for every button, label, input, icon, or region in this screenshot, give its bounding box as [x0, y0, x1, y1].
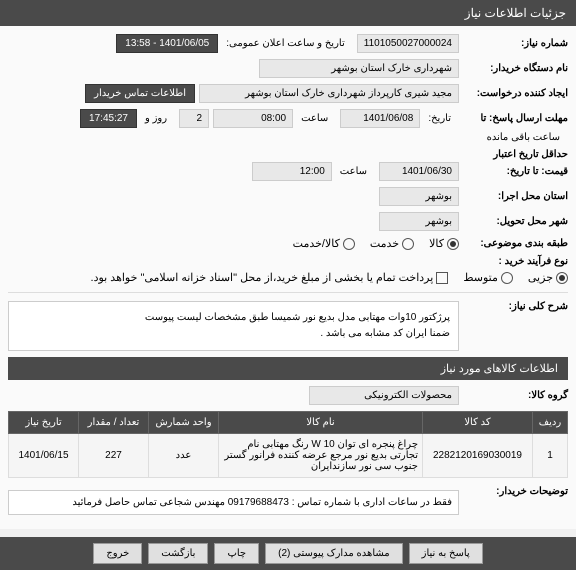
contact-info-button[interactable]: اطلاعات تماس خریدار — [85, 84, 195, 103]
cell-name: چراغ پنجره ای توان W 10 رنگ مهتابی نام ت… — [219, 434, 423, 478]
reply-button[interactable]: پاسخ به نیاز — [409, 543, 483, 564]
remain-label: ساعت باقی مانده — [487, 132, 560, 143]
cell-code: 2282120169030019 — [423, 434, 533, 478]
col-date: تاریخ نیاز — [9, 412, 79, 434]
page-header: جزئیات اطلاعات نیاز — [0, 0, 576, 26]
deadline-label2: تاریخ: — [428, 113, 451, 124]
remain-time: 17:45:27 — [80, 109, 137, 128]
class-label: طبقه بندی موضوعی: — [463, 238, 568, 249]
need-no-value: 1101050027000024 — [357, 34, 459, 53]
proc-note-label: پرداخت تمام یا بخشی از مبلغ خرید،از محل … — [91, 271, 434, 284]
exit-button[interactable]: خروج — [93, 543, 142, 564]
back-button[interactable]: بازگشت — [148, 543, 208, 564]
deliver-value: بوشهر — [379, 212, 459, 231]
separator — [8, 292, 568, 293]
deliver-label: شهر محل تحویل: — [463, 216, 568, 227]
buyer-notes-label: توضیحات خریدار: — [463, 486, 568, 497]
print-button[interactable]: چاپ — [214, 543, 259, 564]
valid-label2: قیمت: تا تاریخ: — [463, 166, 568, 177]
buyer-label: نام دستگاه خریدار: — [463, 63, 568, 74]
col-code: کد کالا — [423, 412, 533, 434]
days-value: 2 — [179, 109, 209, 128]
docs-button[interactable]: مشاهده مدارک پیوستی (2) — [265, 543, 403, 564]
group-label: گروه کالا: — [463, 390, 568, 401]
proc-small-label: جزیی — [528, 271, 553, 284]
requester-value: مجید شیری کارپرداز شهرداری خارک استان بو… — [199, 84, 459, 103]
class-both-label: کالا/خدمت — [293, 237, 340, 250]
days-label: روز و — [145, 113, 167, 124]
proc-note-checkbox[interactable] — [436, 272, 448, 284]
buyer-notes-text: فقط در ساعات اداری با شماره تماس : 09179… — [8, 490, 459, 515]
buyer-value: شهرداری خارک استان بوشهر — [259, 59, 459, 78]
desc-text: پرژکتور 10وات مهتابی مدل بدیع نور شمیسا … — [8, 301, 459, 351]
deadline-label: مهلت ارسال پاسخ: تا — [463, 113, 568, 124]
valid-date: 1401/06/30 — [379, 162, 459, 181]
valid-label: حداقل تاریخ اعتبار — [463, 149, 568, 160]
class-both-radio[interactable] — [343, 238, 355, 250]
class-radio-group: کالا خدمت کالا/خدمت — [293, 237, 459, 250]
goods-table: ردیف کد کالا نام کالا واحد شمارش تعداد /… — [8, 411, 568, 478]
class-goods-radio[interactable] — [447, 238, 459, 250]
col-row: ردیف — [533, 412, 568, 434]
proc-medium-label: متوسط — [463, 271, 498, 284]
class-service-radio[interactable] — [402, 238, 414, 250]
desc-label: شرح کلی نیاز: — [463, 301, 568, 312]
proc-small-radio[interactable] — [556, 272, 568, 284]
deadline-time: 08:00 — [213, 109, 293, 128]
footer-toolbar: پاسخ به نیاز مشاهده مدارک پیوستی (2) چاپ… — [0, 537, 576, 570]
valid-time-label: ساعت — [340, 166, 367, 177]
deadline-time-label: ساعت — [301, 113, 328, 124]
need-no-label: شماره نیاز: — [463, 38, 568, 49]
deadline-date: 1401/06/08 — [340, 109, 420, 128]
date-value: 1401/06/05 - 13:58 — [116, 34, 218, 53]
class-service-label: خدمت — [370, 237, 399, 250]
proc-medium-radio[interactable] — [501, 272, 513, 284]
cell-unit: عدد — [149, 434, 219, 478]
exec-label: استان محل اجرا: — [463, 191, 568, 202]
date-label: تاریخ و ساعت اعلان عمومی: — [226, 38, 345, 49]
proc-label: نوع فرآیند خرید : — [463, 256, 568, 267]
group-value: محصولات الکترونیکی — [309, 386, 459, 405]
col-qty: تعداد / مقدار — [79, 412, 149, 434]
table-row: 1 2282120169030019 چراغ پنجره ای توان W … — [9, 434, 568, 478]
requester-label: ایجاد کننده درخواست: — [463, 88, 568, 99]
header-title: جزئیات اطلاعات نیاز — [465, 6, 566, 20]
class-goods-label: کالا — [429, 237, 444, 250]
main-content: شماره نیاز: 1101050027000024 تاریخ و ساع… — [0, 26, 576, 529]
goods-section-title: اطلاعات کالاهای مورد نیاز — [8, 357, 568, 380]
col-name: نام کالا — [219, 412, 423, 434]
exec-value: بوشهر — [379, 187, 459, 206]
cell-qty: 227 — [79, 434, 149, 478]
proc-radio-group: جزیی متوسط پرداخت تمام یا بخشی از مبلغ خ… — [91, 271, 568, 284]
cell-date: 1401/06/15 — [9, 434, 79, 478]
col-unit: واحد شمارش — [149, 412, 219, 434]
cell-row: 1 — [533, 434, 568, 478]
valid-time: 12:00 — [252, 162, 332, 181]
